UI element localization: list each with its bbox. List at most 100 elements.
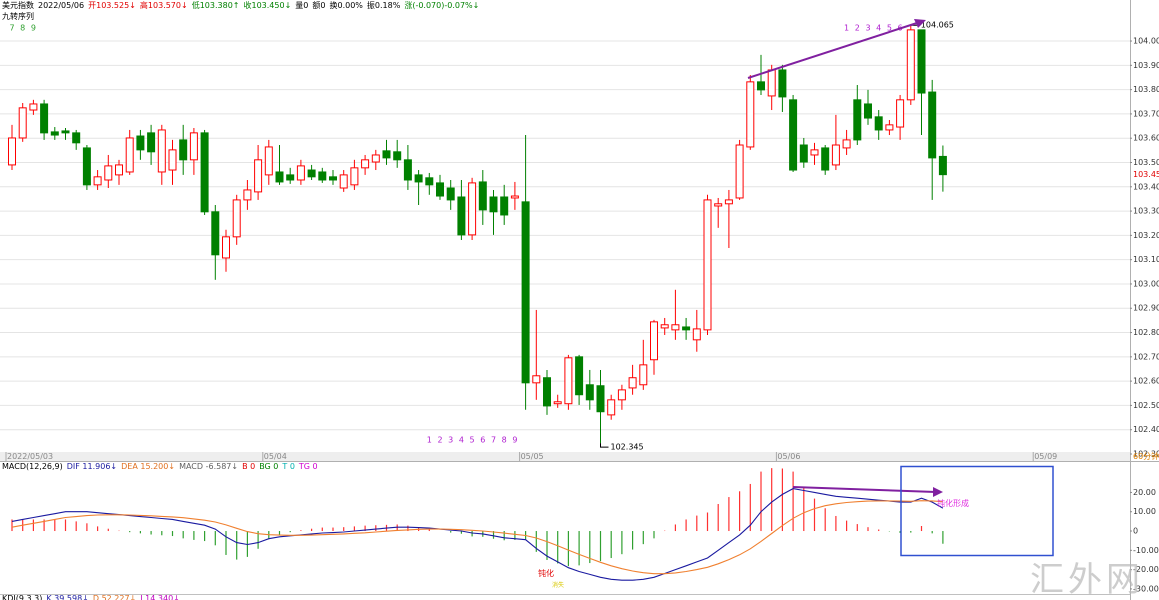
candle-body <box>371 154 380 163</box>
highlight-box <box>900 465 1054 557</box>
candle-body <box>478 181 487 211</box>
y-tick-label: -20.00 <box>1133 565 1159 574</box>
candle-body <box>714 203 723 207</box>
macd-line <box>11 500 943 575</box>
candle-body <box>8 137 16 166</box>
td-count: 1 <box>844 24 849 33</box>
legend-entry: B 0 <box>242 462 256 471</box>
candle-body <box>757 81 765 91</box>
x-tick-label: 05/09 <box>1034 452 1057 461</box>
y-tick-label: 103.000 <box>1133 279 1159 288</box>
td-count: 8 <box>20 24 25 33</box>
x-tick-label: 05/06 <box>777 452 800 461</box>
candle-body <box>746 81 755 148</box>
high-label: 104.065 <box>921 21 954 30</box>
candle-body <box>361 159 370 169</box>
candle-body <box>617 389 626 401</box>
kdj-field: J 14.340↓ <box>140 594 180 600</box>
candle-body <box>564 357 573 405</box>
candle-body <box>639 364 648 386</box>
y-tick-label: 102.800 <box>1133 328 1159 337</box>
td-count: 7 <box>9 24 14 33</box>
candle-body <box>222 236 230 259</box>
low-leader <box>600 443 609 448</box>
macd-header: MACD(12,26,9) DIF 11.906↓ DEA 15.200↓ MACD … <box>2 462 322 472</box>
candle-body <box>50 131 59 136</box>
x-tick-label: 05/05 <box>521 452 544 461</box>
kdj-field: K 39.598↓ <box>46 594 89 600</box>
quote-field: 开103.525↓ <box>88 1 136 10</box>
candle-body <box>18 107 27 139</box>
trend-arrow <box>792 486 937 493</box>
candle-body <box>928 91 937 159</box>
candle-body <box>821 147 830 171</box>
candle-body <box>767 69 776 97</box>
watermark: 汇外网 <box>1030 560 1144 600</box>
legend-entry: DIF 11.906↓ <box>66 462 118 471</box>
candle-body <box>468 182 477 236</box>
quote-field: 高103.570↓ <box>139 1 188 10</box>
candle-body <box>40 103 49 134</box>
candle-body <box>810 149 819 156</box>
y-tick-label: 103.300 <box>1133 207 1159 216</box>
candle-body <box>799 144 808 163</box>
candle-body <box>628 377 637 389</box>
candle-body <box>93 176 102 186</box>
candle-body <box>650 321 658 361</box>
annotation: 钝化 <box>538 569 554 578</box>
candle-body <box>72 132 81 144</box>
candle-body <box>104 165 113 181</box>
candle-body <box>864 103 872 119</box>
candle-body <box>789 99 798 171</box>
y-tick-label: 103.200 <box>1133 231 1159 240</box>
quote-header: 美元指数 2022/05/06 开103.525↓ 高103.570↓ 低103.380… <box>2 1 483 11</box>
candle-body <box>575 356 584 396</box>
candle-body <box>286 174 295 181</box>
indicator-name: 九转序列 <box>2 12 34 21</box>
y-tick-label: 102.500 <box>1133 401 1159 410</box>
td-count: 1 <box>427 436 432 445</box>
y-tick-label: 103.100 <box>1133 255 1159 264</box>
td-count: 3 <box>448 436 453 445</box>
candle-body <box>896 99 905 128</box>
candle-body <box>254 159 263 193</box>
candle-body <box>446 187 455 201</box>
candle-body <box>296 165 305 181</box>
legend-entry: MACD -6.587↓ <box>179 462 239 471</box>
candle-body <box>489 196 498 213</box>
y-tick-label: 102.400 <box>1133 425 1159 434</box>
y-tick-label: 20.00 <box>1133 488 1156 497</box>
macd-line <box>11 488 944 581</box>
candle-body <box>307 169 316 178</box>
arrow-head <box>914 19 926 28</box>
candle-body <box>532 375 541 384</box>
candle-body <box>842 139 851 149</box>
candle-body <box>393 151 402 161</box>
candle-body <box>115 164 123 176</box>
candle-body <box>403 159 412 181</box>
td-count: 3 <box>865 24 870 33</box>
candle-body <box>157 129 166 173</box>
y-tick-label: 102.900 <box>1133 304 1159 313</box>
candle-body <box>703 199 712 331</box>
y-tick-label: 103.600 <box>1133 134 1159 143</box>
candle-body <box>414 174 423 183</box>
y-tick-label: 0 <box>1133 527 1138 536</box>
td-count: 5 <box>887 24 892 33</box>
low-label: 102.345 <box>611 443 644 452</box>
y-tick-label: 103.500 <box>1133 158 1159 167</box>
kdj-field: D 52.227↓ <box>92 594 137 600</box>
td-count: 2 <box>437 436 442 445</box>
td-count: 5 <box>470 436 475 445</box>
candle-body <box>724 199 733 205</box>
candle-body <box>179 139 188 161</box>
y-tick-label: 103.700 <box>1133 109 1159 118</box>
candle-body <box>147 132 156 153</box>
candle-body <box>874 116 883 131</box>
candle-body <box>735 144 744 199</box>
y-tick-label: 102.300 <box>1133 450 1159 459</box>
candle-body <box>543 377 551 407</box>
